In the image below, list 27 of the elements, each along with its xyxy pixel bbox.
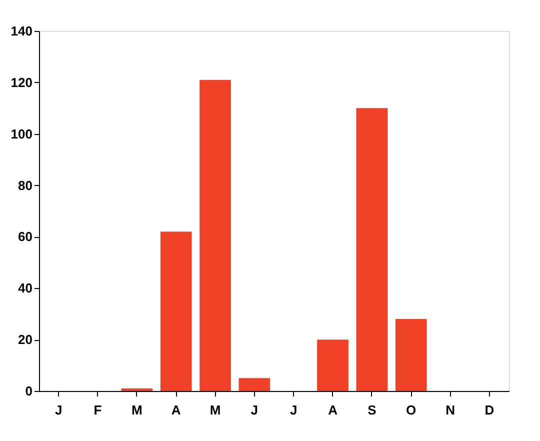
x-tick-label: J [290,402,298,418]
x-tick-label: N [446,402,455,418]
y-tick-label: 40 [18,280,32,296]
y-tick-label: 100 [10,126,32,142]
y-tick-label: 80 [18,178,32,193]
x-tick-label: A [328,402,338,418]
bar [395,319,427,391]
x-tick-label: M [210,402,221,418]
x-tick-label: S [368,402,377,418]
bar [200,80,231,391]
x-tick-label: F [94,402,102,418]
bar [317,340,348,391]
bar [356,108,388,391]
x-tick-label: A [171,402,182,418]
bar [121,388,153,391]
y-tick-label: 60 [18,229,32,244]
x-tick-label: O [406,402,416,418]
x-tick-label: J [54,402,62,418]
y-tick-label: 120 [10,74,32,90]
x-tick-label: J [250,402,258,418]
bar [160,232,192,391]
y-tick-label: 20 [18,332,32,348]
y-tick-label: 0 [25,384,32,398]
x-tick-label: D [484,402,494,418]
bar [238,378,270,391]
y-tick-label: 140 [10,24,32,38]
x-tick-label: M [131,402,142,418]
